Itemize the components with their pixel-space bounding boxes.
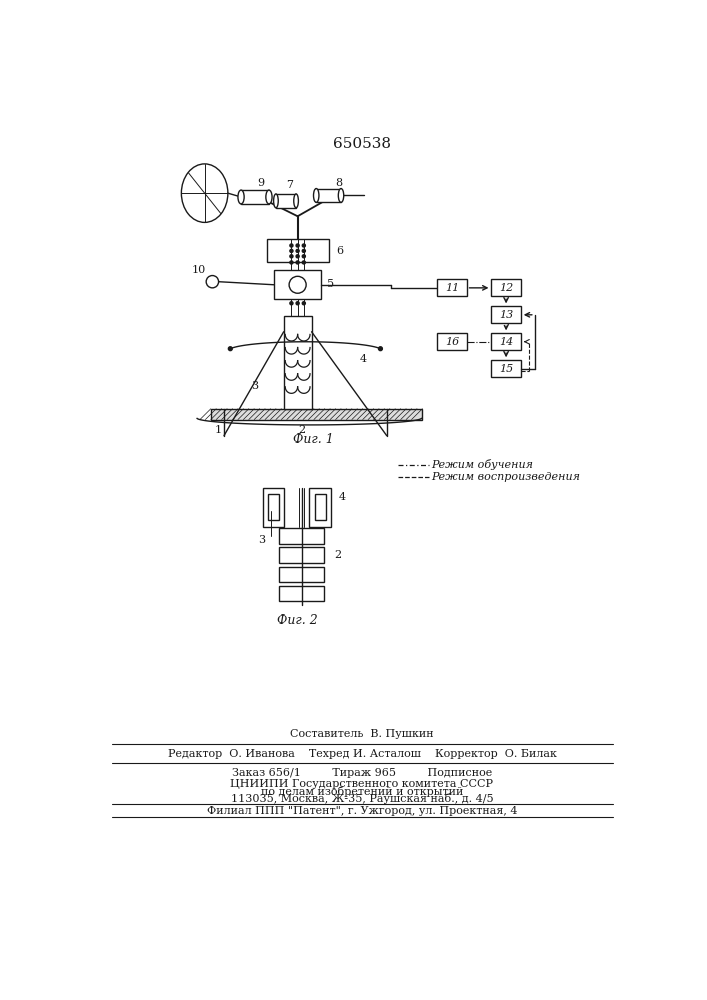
Text: Составитель  В. Пушкин: Составитель В. Пушкин xyxy=(290,729,434,739)
Ellipse shape xyxy=(182,164,228,222)
Text: 13: 13 xyxy=(499,310,513,320)
Ellipse shape xyxy=(238,190,244,204)
Text: 5: 5 xyxy=(327,279,334,289)
Text: 9: 9 xyxy=(257,178,264,188)
Circle shape xyxy=(228,347,232,351)
Circle shape xyxy=(290,261,293,264)
Text: по делам изобретений и открытий: по делам изобретений и открытий xyxy=(261,786,463,797)
Circle shape xyxy=(296,249,299,252)
Bar xyxy=(267,239,329,262)
Text: 4: 4 xyxy=(360,354,367,364)
Circle shape xyxy=(289,276,306,293)
Bar xyxy=(491,279,521,296)
Circle shape xyxy=(303,302,305,305)
Text: 6: 6 xyxy=(337,246,344,256)
Circle shape xyxy=(303,249,305,252)
Text: 7: 7 xyxy=(286,180,293,190)
Bar xyxy=(279,547,324,563)
Circle shape xyxy=(290,302,293,305)
Bar xyxy=(274,270,321,299)
Bar xyxy=(263,488,284,527)
Bar xyxy=(279,586,324,601)
Circle shape xyxy=(296,244,299,247)
Ellipse shape xyxy=(266,190,272,204)
Text: 11: 11 xyxy=(445,283,459,293)
Bar xyxy=(279,567,324,582)
Text: Режим воспроизведения: Режим воспроизведения xyxy=(431,472,580,482)
Text: Фиг. 2: Фиг. 2 xyxy=(277,614,318,627)
Circle shape xyxy=(303,244,305,247)
Text: 8: 8 xyxy=(335,178,342,188)
Circle shape xyxy=(303,255,305,258)
Circle shape xyxy=(296,255,299,258)
Text: 1: 1 xyxy=(214,425,221,435)
Text: 3: 3 xyxy=(257,535,264,545)
Bar xyxy=(437,333,467,350)
Bar xyxy=(315,494,325,520)
Ellipse shape xyxy=(274,194,279,208)
Text: Заказ 656/1         Тираж 965         Подписное: Заказ 656/1 Тираж 965 Подписное xyxy=(232,768,492,778)
Bar xyxy=(437,279,467,296)
Bar xyxy=(316,189,341,202)
Text: 4: 4 xyxy=(338,492,345,502)
Text: 650538: 650538 xyxy=(333,137,391,151)
Ellipse shape xyxy=(313,189,319,202)
Text: 2: 2 xyxy=(298,425,305,435)
Text: 3: 3 xyxy=(252,381,259,391)
Ellipse shape xyxy=(339,189,344,202)
Circle shape xyxy=(296,302,299,305)
Circle shape xyxy=(290,244,293,247)
Text: 2: 2 xyxy=(334,550,341,560)
Text: ЦНИИПИ Государственного комитета СССР: ЦНИИПИ Государственного комитета СССР xyxy=(230,779,493,789)
Bar xyxy=(279,528,324,544)
Circle shape xyxy=(303,261,305,264)
Text: 15: 15 xyxy=(499,364,513,374)
Bar xyxy=(491,360,521,377)
Text: 14: 14 xyxy=(499,337,513,347)
Bar xyxy=(211,409,421,420)
Text: Режим обучения: Режим обучения xyxy=(431,459,533,470)
Text: Филиал ППП "Патент", г. Ужгород, ул. Проектная, 4: Филиал ППП "Патент", г. Ужгород, ул. Про… xyxy=(206,806,518,816)
Text: 12: 12 xyxy=(499,283,513,293)
Bar xyxy=(241,190,269,204)
Text: 16: 16 xyxy=(445,337,459,347)
Circle shape xyxy=(296,261,299,264)
Text: Фиг. 1: Фиг. 1 xyxy=(293,433,334,446)
Bar xyxy=(491,333,521,350)
Ellipse shape xyxy=(293,194,298,208)
Bar xyxy=(268,494,279,520)
Bar xyxy=(276,194,296,208)
Circle shape xyxy=(290,249,293,252)
Bar xyxy=(491,306,521,323)
Circle shape xyxy=(206,276,218,288)
Text: 10: 10 xyxy=(192,265,206,275)
Circle shape xyxy=(378,347,382,351)
Circle shape xyxy=(290,255,293,258)
Bar xyxy=(284,316,312,409)
Text: 113035, Москва, Ж-35, Раушская наб., д. 4/5: 113035, Москва, Ж-35, Раушская наб., д. … xyxy=(230,793,493,804)
Bar xyxy=(309,488,331,527)
Text: Редактор  О. Иванова    Техред И. Асталош    Корректор  О. Билак: Редактор О. Иванова Техред И. Асталош Ко… xyxy=(168,749,556,759)
